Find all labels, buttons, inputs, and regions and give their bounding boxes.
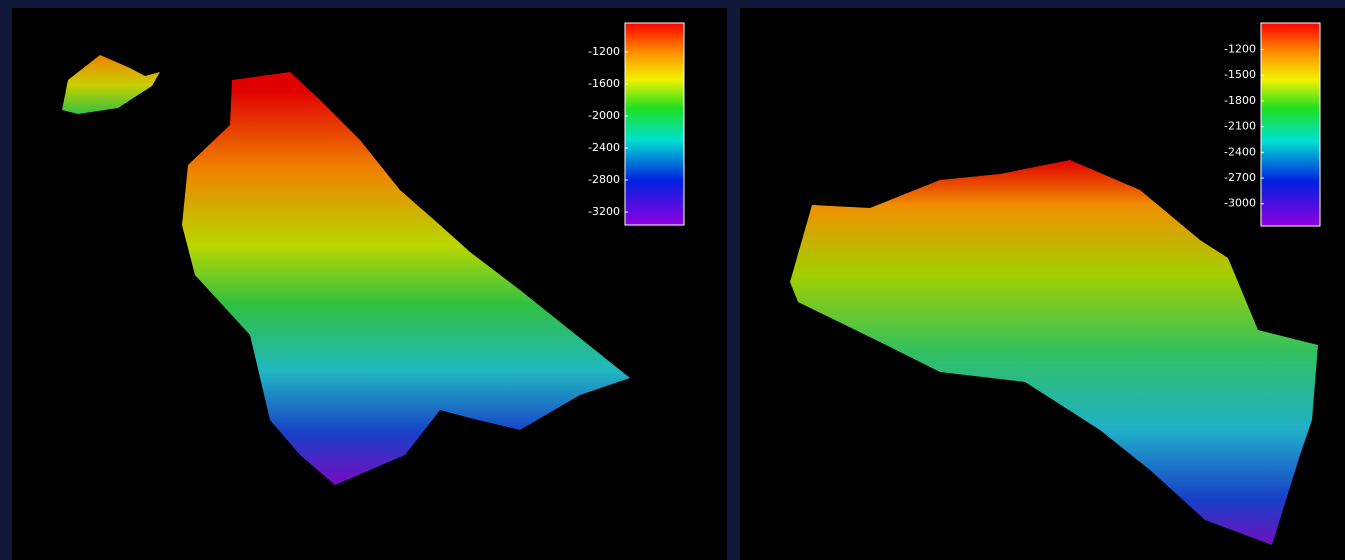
colorbar-tick-label: -2800 [588, 173, 620, 186]
screen: -1200 -1600 -2000 -2400 -2800 -3200 -1200 -1500… [0, 0, 1345, 560]
colorbar-tick-label: -2000 [588, 109, 620, 122]
colorbar-tick-label: -3200 [588, 205, 620, 218]
colorbar [625, 23, 684, 225]
colorbar-tick-label: -1200 [1224, 43, 1256, 56]
colorbar-tick-label: -3000 [1224, 197, 1256, 210]
page: -1200 -1600 -2000 -2400 -2800 -3200 -1200 -1500… [0, 0, 1345, 560]
colorbar-tick-label: -1500 [1224, 68, 1256, 81]
colorbar [1261, 23, 1320, 226]
colorbar-tick-label: -2400 [1224, 145, 1256, 158]
colorbar-tick-label: -1200 [588, 45, 620, 58]
colorbar-tick-label: -2400 [588, 141, 620, 154]
colorbar-tick-label: -1600 [588, 77, 620, 90]
colorbar-tick-label: -1800 [1224, 94, 1256, 107]
colorbar-tick-label: -2100 [1224, 120, 1256, 133]
colorbar-tick-label: -2700 [1224, 171, 1256, 184]
